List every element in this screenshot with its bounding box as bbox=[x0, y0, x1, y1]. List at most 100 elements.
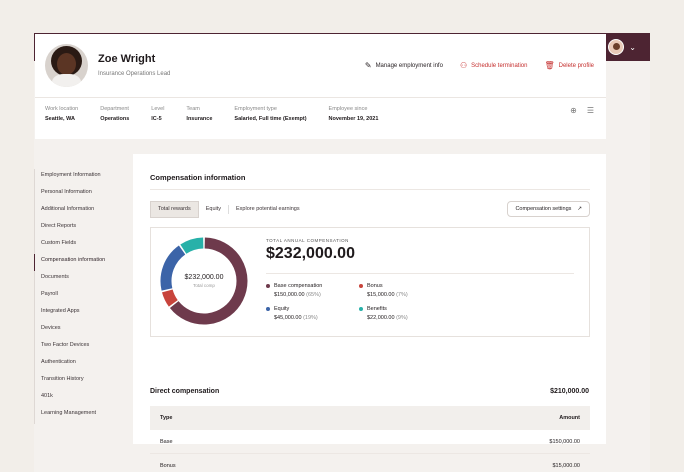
sidebar-item-authentication[interactable]: Authentication bbox=[34, 356, 134, 373]
meta-label: Employment type bbox=[234, 106, 277, 112]
manage-employment-button[interactable]: ✎ Manage employment info bbox=[365, 61, 443, 70]
legend-item-equity: Equity $45,000.00 (19%) bbox=[266, 306, 359, 321]
sidebar-item-documents[interactable]: Documents bbox=[34, 271, 134, 288]
direct-comp-title: Direct compensation bbox=[150, 388, 220, 395]
sidebar-item-compensation-information[interactable]: Compensation information bbox=[34, 254, 134, 271]
legend-item-base: Base compensation $150,000.00 (65%) bbox=[266, 283, 359, 298]
compensation-settings-button[interactable]: Compensation settings ↗ bbox=[507, 201, 590, 217]
donut-chart bbox=[160, 237, 248, 325]
trash-icon: 🗑 bbox=[544, 61, 555, 70]
profile-avatar bbox=[45, 44, 88, 87]
meta-value: IC-5 bbox=[151, 116, 162, 122]
direct-comp-table: Type Amount Base $150,000.00 Bonus $15,0… bbox=[150, 406, 590, 472]
legend-dot bbox=[266, 307, 270, 311]
compensation-settings-label: Compensation settings bbox=[515, 206, 572, 212]
section-title: Compensation information bbox=[150, 173, 246, 182]
profile-actions: ✎ Manage employment info ⚇ Schedule term… bbox=[365, 61, 594, 70]
row-amount: $150,000.00 bbox=[549, 438, 580, 445]
meta-employee-since: Employee since November 19, 2021 bbox=[329, 106, 379, 122]
legend-pct: (19%) bbox=[303, 315, 318, 321]
legend-name: Bonus bbox=[367, 283, 383, 289]
direct-comp-total: $210,000.00 bbox=[550, 388, 589, 395]
main-panel: Compensation information Total rewards E… bbox=[133, 154, 606, 469]
meta-work-location: Work location Seattle, WA bbox=[45, 106, 78, 122]
donut-slice-base-compensation[interactable] bbox=[169, 237, 248, 325]
tab-total-rewards[interactable]: Total rewards bbox=[150, 201, 199, 218]
schedule-termination-label: Schedule termination bbox=[471, 62, 528, 69]
meta-value: Seattle, WA bbox=[45, 116, 75, 122]
meta-value: Salaried, Full time (Exempt) bbox=[234, 116, 307, 122]
meta-label: Work location bbox=[45, 106, 79, 112]
meta-value: Insurance bbox=[186, 116, 213, 122]
sidebar-item-custom-fields[interactable]: Custom Fields bbox=[34, 237, 134, 254]
sidebar-nav: Employment Information Personal Informat… bbox=[34, 169, 134, 424]
donut-slice-bonus[interactable] bbox=[162, 289, 178, 307]
sidebar-item-personal-information[interactable]: Personal Information bbox=[34, 186, 134, 203]
sidebar-item-devices[interactable]: Devices bbox=[34, 322, 134, 339]
sidebar-item-transition-history[interactable]: Transition History bbox=[34, 373, 134, 390]
meta-label: Level bbox=[151, 106, 165, 112]
tab-explore-earnings[interactable]: Explore potential earnings bbox=[236, 206, 300, 212]
manage-employment-label: Manage employment info bbox=[375, 62, 443, 69]
schedule-termination-button[interactable]: ⚇ Schedule termination bbox=[460, 61, 528, 70]
sidebar-item-additional-information[interactable]: Additional Information bbox=[34, 203, 134, 220]
legend-pct: (65%) bbox=[306, 292, 321, 298]
sidebar-item-integrated-apps[interactable]: Integrated Apps bbox=[34, 305, 134, 322]
profile-meta: Work location Seattle, WA Department Ope… bbox=[35, 98, 606, 130]
meta-department: Department Operations bbox=[100, 106, 129, 122]
external-link-icon: ↗ bbox=[577, 206, 582, 212]
user-menu[interactable]: ⌄ bbox=[608, 39, 636, 55]
column-header-type: Type bbox=[160, 415, 173, 421]
column-header-amount: Amount bbox=[559, 415, 580, 421]
delete-profile-label: Delete profile bbox=[558, 62, 594, 69]
legend-pct: (7%) bbox=[396, 292, 408, 298]
profile-header: Zoe Wright Insurance Operations Lead ✎ M… bbox=[35, 34, 606, 98]
meta-value: November 19, 2021 bbox=[328, 116, 379, 122]
donut-subtitle: Total comp bbox=[193, 283, 215, 288]
profile-role: Insurance Operations Lead bbox=[98, 71, 171, 77]
row-amount: $15,000.00 bbox=[552, 462, 580, 469]
total-comp-label: TOTAL ANNUAL COMPENSATION bbox=[266, 238, 349, 243]
legend-dot bbox=[266, 284, 270, 288]
profile-name: Zoe Wright bbox=[98, 53, 156, 65]
list-icon[interactable]: ☰ bbox=[586, 106, 594, 115]
total-comp-value: $232,000.00 bbox=[266, 245, 355, 262]
person-remove-icon: ⚇ bbox=[459, 61, 468, 70]
sidebar-item-two-factor-devices[interactable]: Two Factor Devices bbox=[34, 339, 134, 356]
legend-amount: $22,000.00 bbox=[367, 315, 395, 321]
divider bbox=[266, 273, 574, 274]
legend-item-bonus: Bonus $15,000.00 (7%) bbox=[359, 283, 452, 298]
table-row: Bonus $15,000.00 bbox=[150, 454, 590, 472]
legend-name: Equity bbox=[274, 306, 290, 312]
legend-pct: (9%) bbox=[396, 315, 408, 321]
compensation-summary: $232,000.00 Total comp TOTAL ANNUAL COMP… bbox=[150, 227, 590, 337]
profile-card: Zoe Wright Insurance Operations Lead ✎ M… bbox=[35, 34, 606, 139]
sidebar-item-employment-information[interactable]: Employment Information bbox=[34, 169, 134, 186]
legend-name: Benefits bbox=[367, 306, 387, 312]
legend-dot bbox=[359, 307, 363, 311]
meta-label: Team bbox=[186, 106, 200, 112]
pencil-icon: ✎ bbox=[364, 61, 372, 70]
row-type: Base bbox=[160, 438, 173, 445]
donut-value: $232,000.00 bbox=[184, 274, 224, 281]
meta-employment-type: Employment type Salaried, Full time (Exe… bbox=[234, 106, 306, 122]
sidebar-item-payroll[interactable]: Payroll bbox=[34, 288, 134, 305]
donut-slice-equity[interactable] bbox=[160, 245, 186, 291]
sidebar-item-direct-reports[interactable]: Direct Reports bbox=[34, 220, 134, 237]
settings-icon[interactable]: ⊕ bbox=[570, 106, 577, 115]
legend-name: Base compensation bbox=[274, 283, 323, 289]
chevron-down-icon[interactable]: ⌄ bbox=[629, 42, 636, 52]
sidebar-item-401k[interactable]: 401k bbox=[34, 390, 134, 407]
legend-amount: $15,000.00 bbox=[367, 292, 395, 298]
delete-profile-button[interactable]: 🗑 Delete profile bbox=[544, 61, 594, 70]
divider bbox=[150, 189, 590, 190]
legend-dot bbox=[359, 284, 363, 288]
donut-center: $232,000.00 Total comp bbox=[159, 236, 249, 326]
tab-equity[interactable]: Equity bbox=[205, 206, 222, 212]
meta-label: Employee since bbox=[328, 106, 368, 112]
donut-slice-benefits[interactable] bbox=[180, 237, 204, 254]
sidebar-item-learning-management[interactable]: Learning Management bbox=[34, 407, 134, 424]
user-avatar[interactable] bbox=[608, 39, 625, 55]
meta-level: Level IC-5 bbox=[151, 106, 164, 122]
meta-label: Department bbox=[100, 106, 129, 112]
